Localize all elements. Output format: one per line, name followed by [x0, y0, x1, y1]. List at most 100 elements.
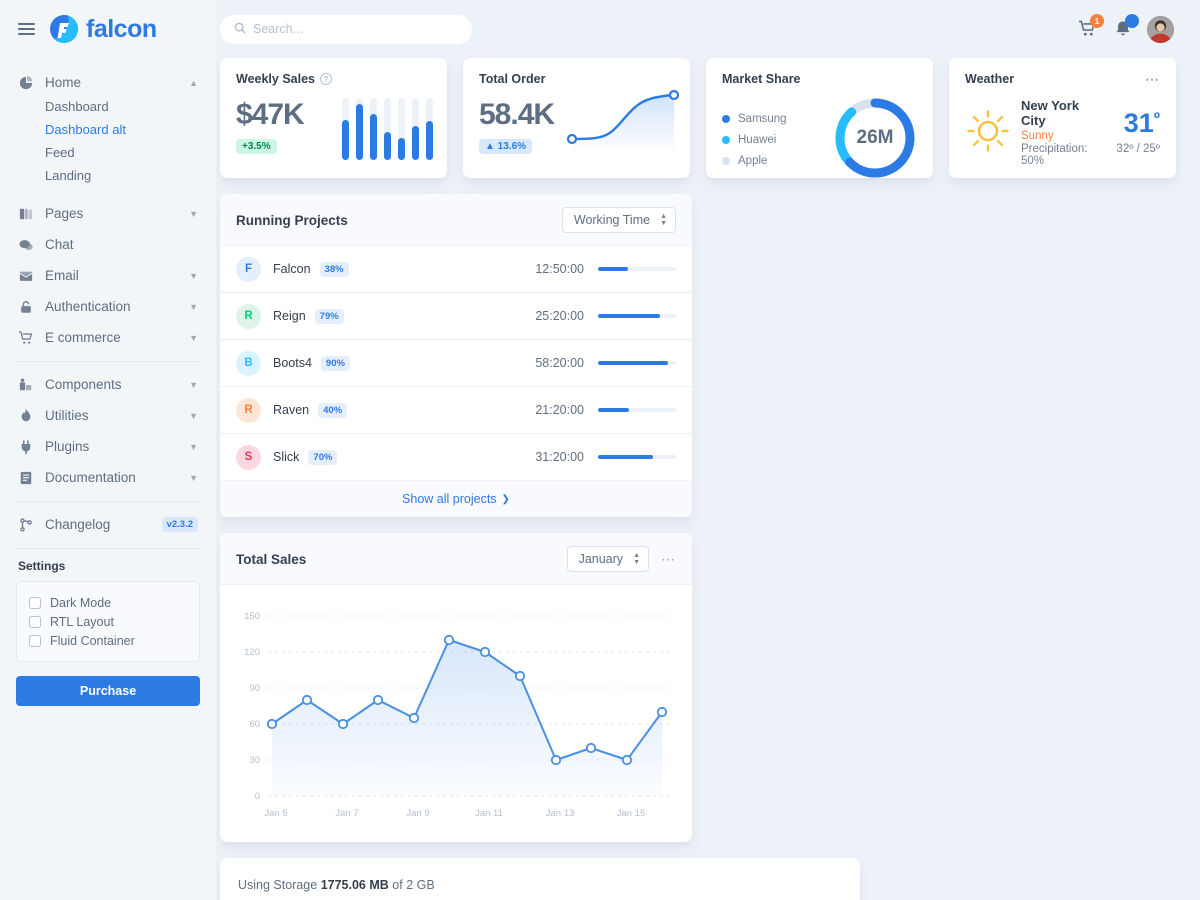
- sidebar-item-utilities[interactable]: Utilities ▼: [16, 403, 200, 428]
- project-avatar: R: [236, 397, 261, 423]
- total-sales-card: Total Sales January ▲ ▼ ⋯: [220, 533, 692, 842]
- svg-text:Jan 15: Jan 15: [617, 808, 646, 819]
- chevron-down-icon[interactable]: ▼: [189, 332, 198, 343]
- card-title-text: Total Order: [479, 72, 546, 86]
- weather-temperature: 31º 32º / 25º: [1116, 108, 1160, 156]
- top-bar: 1: [216, 0, 1176, 58]
- select-value: Working Time: [573, 213, 651, 227]
- search-icon: [234, 22, 246, 37]
- setting-rtl-layout[interactable]: RTL Layout: [29, 612, 187, 631]
- total-order-sparkline: [564, 85, 682, 156]
- project-percent-badge: 40%: [318, 402, 348, 418]
- legend-item[interactable]: Samsung: [722, 113, 787, 125]
- search-input[interactable]: [253, 22, 458, 36]
- weather-temp-value: 31º: [1123, 108, 1160, 138]
- sidebar-item-email[interactable]: Email ▼: [16, 263, 200, 288]
- sidebar-item-chat[interactable]: Chat: [16, 232, 200, 257]
- table-row[interactable]: R Reign 79% 25:20:00: [220, 293, 692, 340]
- setting-fluid-container[interactable]: Fluid Container: [29, 631, 187, 650]
- legend-dot-icon: [722, 115, 730, 123]
- legend-item[interactable]: Apple: [722, 155, 787, 167]
- shopping-cart-icon[interactable]: 1: [1077, 14, 1104, 40]
- chevron-up-icon[interactable]: ▲: [189, 77, 198, 88]
- legend-item[interactable]: Huawei: [722, 134, 787, 146]
- svg-text:Jan 9: Jan 9: [406, 808, 429, 819]
- sidebar-item-components[interactable]: Components ▼: [16, 372, 200, 397]
- setting-dark-mode[interactable]: Dark Mode: [29, 593, 187, 612]
- project-time: 31:20:00: [535, 450, 584, 464]
- checkbox-icon[interactable]: [29, 615, 41, 628]
- market-share-title: Market Share: [722, 72, 917, 86]
- table-row[interactable]: B Boots4 90% 58:20:00: [220, 340, 692, 387]
- sidebar: falcon Home ▲ Dashboard Dashboard alt Fe…: [0, 0, 216, 900]
- sidebar-item-authentication[interactable]: Authentication ▼: [16, 294, 200, 319]
- chevron-down-icon[interactable]: ▼: [189, 472, 198, 483]
- project-progress-bar: [598, 267, 676, 271]
- select-value: January: [578, 552, 624, 566]
- sun-icon: [965, 108, 1011, 157]
- sidebar-item-plugins[interactable]: Plugins ▼: [16, 434, 200, 459]
- main-content: 1: [216, 0, 1200, 900]
- sidebar-item-label: Chat: [45, 237, 74, 252]
- table-row[interactable]: R Raven 40% 21:20:00: [220, 387, 692, 434]
- checkbox-icon[interactable]: [29, 634, 41, 647]
- sidebar-nav: Home ▲ Dashboard Dashboard alt Feed Land…: [16, 70, 200, 706]
- chevron-down-icon[interactable]: ▼: [189, 379, 198, 390]
- weather-condition: Sunny: [1021, 130, 1054, 142]
- svg-text:Jan 5: Jan 5: [264, 808, 287, 819]
- legend-label: Samsung: [738, 113, 787, 125]
- search-box[interactable]: [220, 14, 472, 44]
- sidebar-item-home[interactable]: Home ▲: [16, 70, 200, 95]
- month-select[interactable]: January ▲ ▼: [566, 546, 649, 572]
- sidebar-item-ecommerce[interactable]: E commerce ▼: [16, 325, 200, 350]
- version-badge: v2.3.2: [161, 517, 198, 532]
- avatar[interactable]: [1147, 15, 1174, 43]
- sidebar-item-pages[interactable]: Pages ▼: [16, 201, 200, 226]
- legend-label: Apple: [738, 155, 768, 167]
- weekly-sales-bar-chart: [342, 98, 433, 160]
- sidebar-item-documentation[interactable]: Documentation ▼: [16, 465, 200, 490]
- svg-text:30: 30: [249, 755, 260, 766]
- puzzle-icon: [18, 377, 34, 393]
- brand-logo[interactable]: falcon: [49, 14, 157, 44]
- chevron-down-icon[interactable]: ▼: [189, 410, 198, 421]
- project-name: Boots4: [273, 356, 312, 370]
- sidebar-divider: [16, 361, 200, 362]
- project-time: 25:20:00: [535, 309, 584, 323]
- hamburger-menu-icon[interactable]: [18, 23, 35, 35]
- sidebar-item-feed[interactable]: Feed: [16, 141, 200, 164]
- svg-text:0: 0: [255, 791, 260, 802]
- bell-icon[interactable]: [1112, 14, 1139, 40]
- sidebar-item-changelog[interactable]: Changelog v2.3.2: [16, 512, 200, 537]
- weather-card: Weather ⋯ New: [949, 58, 1176, 178]
- sidebar-item-label: Authentication: [45, 299, 131, 314]
- weekly-sales-delta: +3.5%: [236, 139, 277, 154]
- sidebar-sub-label: Landing: [45, 168, 92, 183]
- project-percent-badge: 38%: [319, 261, 349, 277]
- sidebar-item-dashboard-alt[interactable]: Dashboard alt: [16, 118, 200, 141]
- working-time-select[interactable]: Working Time ▲ ▼: [561, 207, 676, 233]
- ellipsis-icon[interactable]: ⋯: [661, 551, 676, 567]
- chevron-down-icon[interactable]: ▼: [189, 301, 198, 312]
- ellipsis-icon[interactable]: ⋯: [1145, 71, 1160, 87]
- purchase-button[interactable]: Purchase: [16, 676, 200, 706]
- total-sales-header: Total Sales January ▲ ▼ ⋯: [220, 533, 692, 585]
- chevron-down-icon[interactable]: ▼: [189, 270, 198, 281]
- project-time: 21:20:00: [535, 403, 584, 417]
- chevron-down-icon[interactable]: ▼: [189, 441, 198, 452]
- sidebar-sub-label: Dashboard: [45, 99, 109, 114]
- cart-badge: 1: [1090, 14, 1104, 28]
- sidebar-item-dashboard[interactable]: Dashboard: [16, 95, 200, 118]
- info-icon[interactable]: ?: [320, 73, 332, 85]
- setting-label: Dark Mode: [50, 595, 112, 610]
- sidebar-item-landing[interactable]: Landing: [16, 164, 200, 187]
- project-progress-bar: [598, 408, 676, 412]
- chevron-down-icon[interactable]: ▼: [189, 208, 198, 219]
- table-row[interactable]: S Slick 70% 31:20:00: [220, 434, 692, 481]
- checkbox-icon[interactable]: [29, 596, 41, 609]
- table-row[interactable]: F Falcon 38% 12:50:00: [220, 246, 692, 293]
- show-all-projects-link[interactable]: Show all projects ❯: [220, 481, 692, 517]
- project-percent-badge: 79%: [314, 308, 344, 324]
- project-name: Reign: [273, 309, 306, 323]
- project-percent-badge: 90%: [320, 355, 350, 371]
